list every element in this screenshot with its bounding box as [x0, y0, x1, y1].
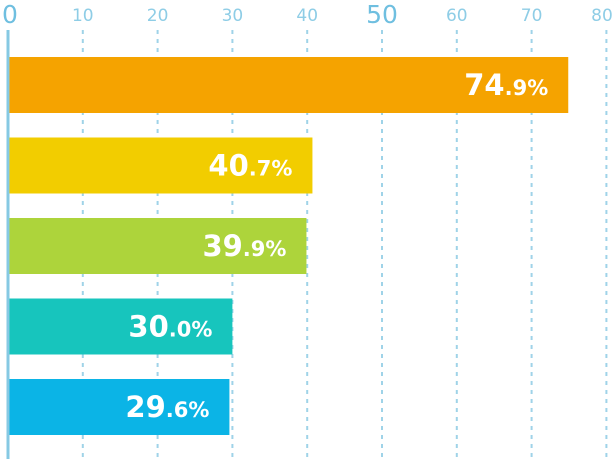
bar-value-decimal: .9%	[505, 76, 549, 100]
x-tick-label: 40	[296, 6, 318, 26]
x-tick-label: 70	[521, 6, 543, 26]
value-labels: 74.9%40.7%39.9%30.0%29.6%	[125, 68, 548, 424]
bar-value-integer: 30	[128, 310, 168, 344]
x-axis-ticks: 0 10 20 30 40 50 60 70 80	[2, 0, 613, 29]
bar-value-label: 74.9%	[464, 68, 548, 102]
bar	[8, 379, 230, 435]
x-tick-label: 30	[222, 6, 244, 26]
bar-value-label: 40.7%	[208, 149, 292, 183]
bar	[8, 218, 307, 274]
bar-value-label: 29.6%	[125, 390, 209, 424]
bar-value-label: 39.9%	[202, 229, 286, 263]
bar-value-decimal: .6%	[166, 398, 210, 422]
bar-value-decimal: .0%	[169, 318, 213, 342]
bar-value-integer: 29	[125, 390, 165, 424]
bar-value-integer: 74	[464, 68, 504, 102]
x-tick-label: 0	[2, 0, 18, 29]
x-tick-label: 60	[446, 6, 468, 26]
bar-value-decimal: .9%	[243, 237, 287, 261]
bar-value-integer: 39	[202, 229, 242, 263]
x-tick-label: 50	[366, 0, 398, 29]
bar-value-label: 30.0%	[128, 310, 212, 344]
x-tick-label: 20	[147, 6, 169, 26]
bar	[8, 298, 233, 355]
x-tick-label: 10	[72, 6, 94, 26]
bar-value-decimal: .7%	[249, 157, 293, 181]
bar	[8, 57, 569, 113]
bar-value-integer: 40	[208, 149, 248, 183]
bars	[8, 57, 569, 435]
bar	[8, 137, 313, 194]
x-tick-label: 80	[591, 6, 613, 26]
